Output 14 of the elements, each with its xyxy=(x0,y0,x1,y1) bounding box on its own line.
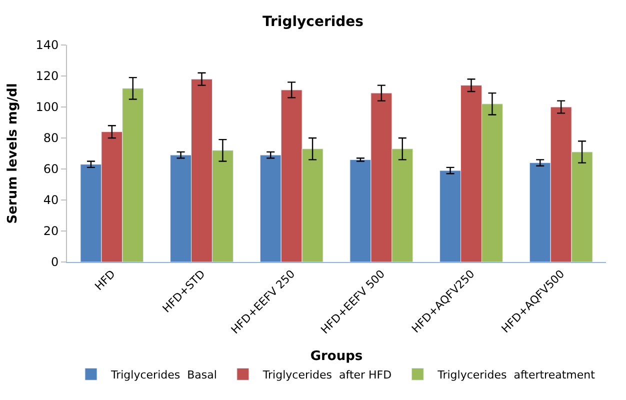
y-tick-label: 80 xyxy=(43,131,59,146)
y-tick-label: 140 xyxy=(36,38,59,52)
y-tick-label: 100 xyxy=(36,100,59,114)
legend-label: Triglycerides Basal xyxy=(110,368,217,382)
x-axis-title: Groups xyxy=(310,349,363,364)
legend-label: Triglycerides aftertreatment xyxy=(436,368,596,382)
y-tick-label: 0 xyxy=(50,255,59,270)
y-tick-label: 120 xyxy=(36,69,59,84)
y-tick-label: 20 xyxy=(43,224,59,238)
y-axis-title: Serum levels mg/dl xyxy=(6,83,21,224)
y-tick-label: 60 xyxy=(43,162,59,176)
y-tick-label: 40 xyxy=(43,193,59,208)
legend-label: Triglycerides after HFD xyxy=(262,368,392,382)
chart-title: Triglycerides xyxy=(262,14,364,30)
